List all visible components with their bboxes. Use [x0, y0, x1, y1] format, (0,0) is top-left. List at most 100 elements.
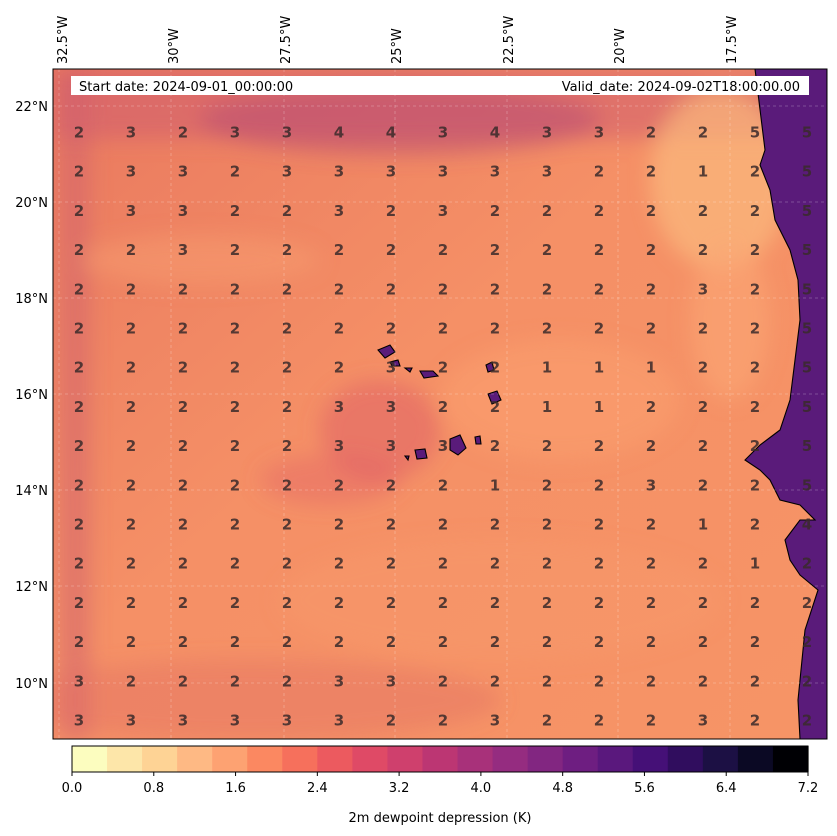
- colorbar-cell: [422, 746, 459, 772]
- grid-value: 2: [126, 241, 136, 259]
- grid-value: 2: [178, 280, 188, 298]
- grid-value: 2: [750, 202, 760, 220]
- grid-value: 2: [438, 594, 448, 612]
- grid-value: 3: [386, 163, 396, 181]
- colorbar-cell: [107, 746, 143, 772]
- grid-value: 2: [594, 516, 604, 534]
- grid-value: 1: [542, 398, 552, 416]
- grid-value: 2: [386, 476, 396, 494]
- grid-value: 2: [490, 672, 500, 690]
- grid-value: 2: [542, 476, 552, 494]
- grid-value: 2: [334, 280, 344, 298]
- grid-value: 3: [334, 672, 344, 690]
- grid-value: 2: [282, 555, 292, 573]
- grid-value: 2: [386, 241, 396, 259]
- grid-value: 2: [698, 672, 708, 690]
- grid-value: 2: [230, 320, 240, 338]
- grid-value: 2: [230, 398, 240, 416]
- grid-value: 2: [282, 594, 292, 612]
- grid-value: 2: [698, 359, 708, 377]
- colorbar-tick-label: 4.8: [552, 781, 573, 796]
- grid-value: 2: [126, 280, 136, 298]
- grid-value: 2: [74, 398, 84, 416]
- grid-value: 3: [490, 712, 500, 730]
- colorbar-cell: [772, 746, 809, 772]
- colorbar-frame: [71, 745, 809, 773]
- grid-value: 1: [542, 359, 552, 377]
- grid-value: 2: [490, 280, 500, 298]
- grid-value: 2: [386, 516, 396, 534]
- grid-value: 2: [750, 712, 760, 730]
- grid-value: 5: [802, 124, 812, 142]
- colorbar-ticks: 0.0 0.8 1.6 2.4 3.2 4.0 4.8 5.6 6.4 7.2: [62, 772, 818, 796]
- grid-value: 3: [334, 437, 344, 455]
- grid-value: 2: [750, 516, 760, 534]
- grid-value: 3: [282, 163, 292, 181]
- grid-value: 2: [490, 359, 500, 377]
- grid-value: 3: [386, 437, 396, 455]
- grid-value: 2: [282, 476, 292, 494]
- colorbar-cell: [492, 746, 529, 772]
- grid-value: 1: [750, 555, 760, 573]
- longitude-labels: 32.5°W 30°W 27.5°W 25°W 22.5°W 20°W 17.5…: [56, 16, 740, 64]
- grid-value: 3: [126, 124, 136, 142]
- grid-value: 2: [230, 594, 240, 612]
- grid-value: 2: [594, 241, 604, 259]
- grid-value: 3: [386, 359, 396, 377]
- grid-value: 2: [438, 633, 448, 651]
- grid-value: 1: [594, 398, 604, 416]
- grid-value: 2: [230, 516, 240, 534]
- grid-value: 2: [126, 633, 136, 651]
- colorbar-tick-label: 0.8: [143, 781, 164, 796]
- grid-value: 2: [126, 398, 136, 416]
- grid-value: 3: [542, 163, 552, 181]
- grid-value: 2: [178, 437, 188, 455]
- valid-date-label: Valid_date: 2024-09-02T18:00:00.00: [562, 80, 800, 95]
- grid-value: 2: [334, 476, 344, 494]
- colorbar-tick-label: 4.0: [471, 781, 492, 796]
- grid-value: 2: [750, 437, 760, 455]
- grid-value: 5: [802, 476, 812, 494]
- grid-value: 3: [334, 163, 344, 181]
- grid-value: 2: [334, 516, 344, 534]
- grid-value: 2: [698, 476, 708, 494]
- grid-value: 2: [646, 163, 656, 181]
- grid-value: 2: [438, 320, 448, 338]
- grid-value: 2: [178, 555, 188, 573]
- colorbar-cell: [632, 746, 669, 772]
- grid-value: 2: [126, 359, 136, 377]
- grid-value: 2: [698, 555, 708, 573]
- colorbar-cell: [702, 746, 739, 772]
- grid-value: 2: [282, 202, 292, 220]
- colorbar-cell: [317, 746, 353, 772]
- lat-label: 16°N: [15, 388, 48, 403]
- grid-value-labels: 2 3 2 3 3 4 4 3 4 3 3 2 2 5 5 2 3 3 2 3 3 3 3 3 3 2 2 1 2 5 2 3 3 2 2 3 2 3 2 2…: [74, 124, 812, 730]
- grid-value: 2: [178, 516, 188, 534]
- grid-value: 2: [126, 555, 136, 573]
- colorbar-tick-label: 1.6: [225, 781, 246, 796]
- grid-value: 2: [542, 555, 552, 573]
- grid-value: 2: [698, 437, 708, 455]
- grid-value: 2: [282, 398, 292, 416]
- grid-value: 2: [74, 437, 84, 455]
- grid-value: 2: [594, 437, 604, 455]
- grid-value: 2: [126, 594, 136, 612]
- grid-value: 2: [594, 202, 604, 220]
- lon-label: 20°W: [613, 28, 628, 64]
- grid-value: 2: [386, 712, 396, 730]
- grid-value: 2: [282, 320, 292, 338]
- grid-value: 2: [490, 398, 500, 416]
- grid-value: 2: [230, 359, 240, 377]
- grid-value: 2: [178, 594, 188, 612]
- colorbar-cell: [72, 746, 108, 772]
- grid-value: 5: [802, 320, 812, 338]
- grid-value: 2: [594, 633, 604, 651]
- colorbar-title: 2m dewpoint depression (K): [349, 811, 532, 826]
- grid-value: 2: [230, 163, 240, 181]
- colorbar-cell: [562, 746, 599, 772]
- grid-value: 2: [594, 280, 604, 298]
- grid-value: 2: [542, 202, 552, 220]
- grid-value: 2: [126, 437, 136, 455]
- grid-value: 3: [698, 712, 708, 730]
- grid-value: 2: [750, 163, 760, 181]
